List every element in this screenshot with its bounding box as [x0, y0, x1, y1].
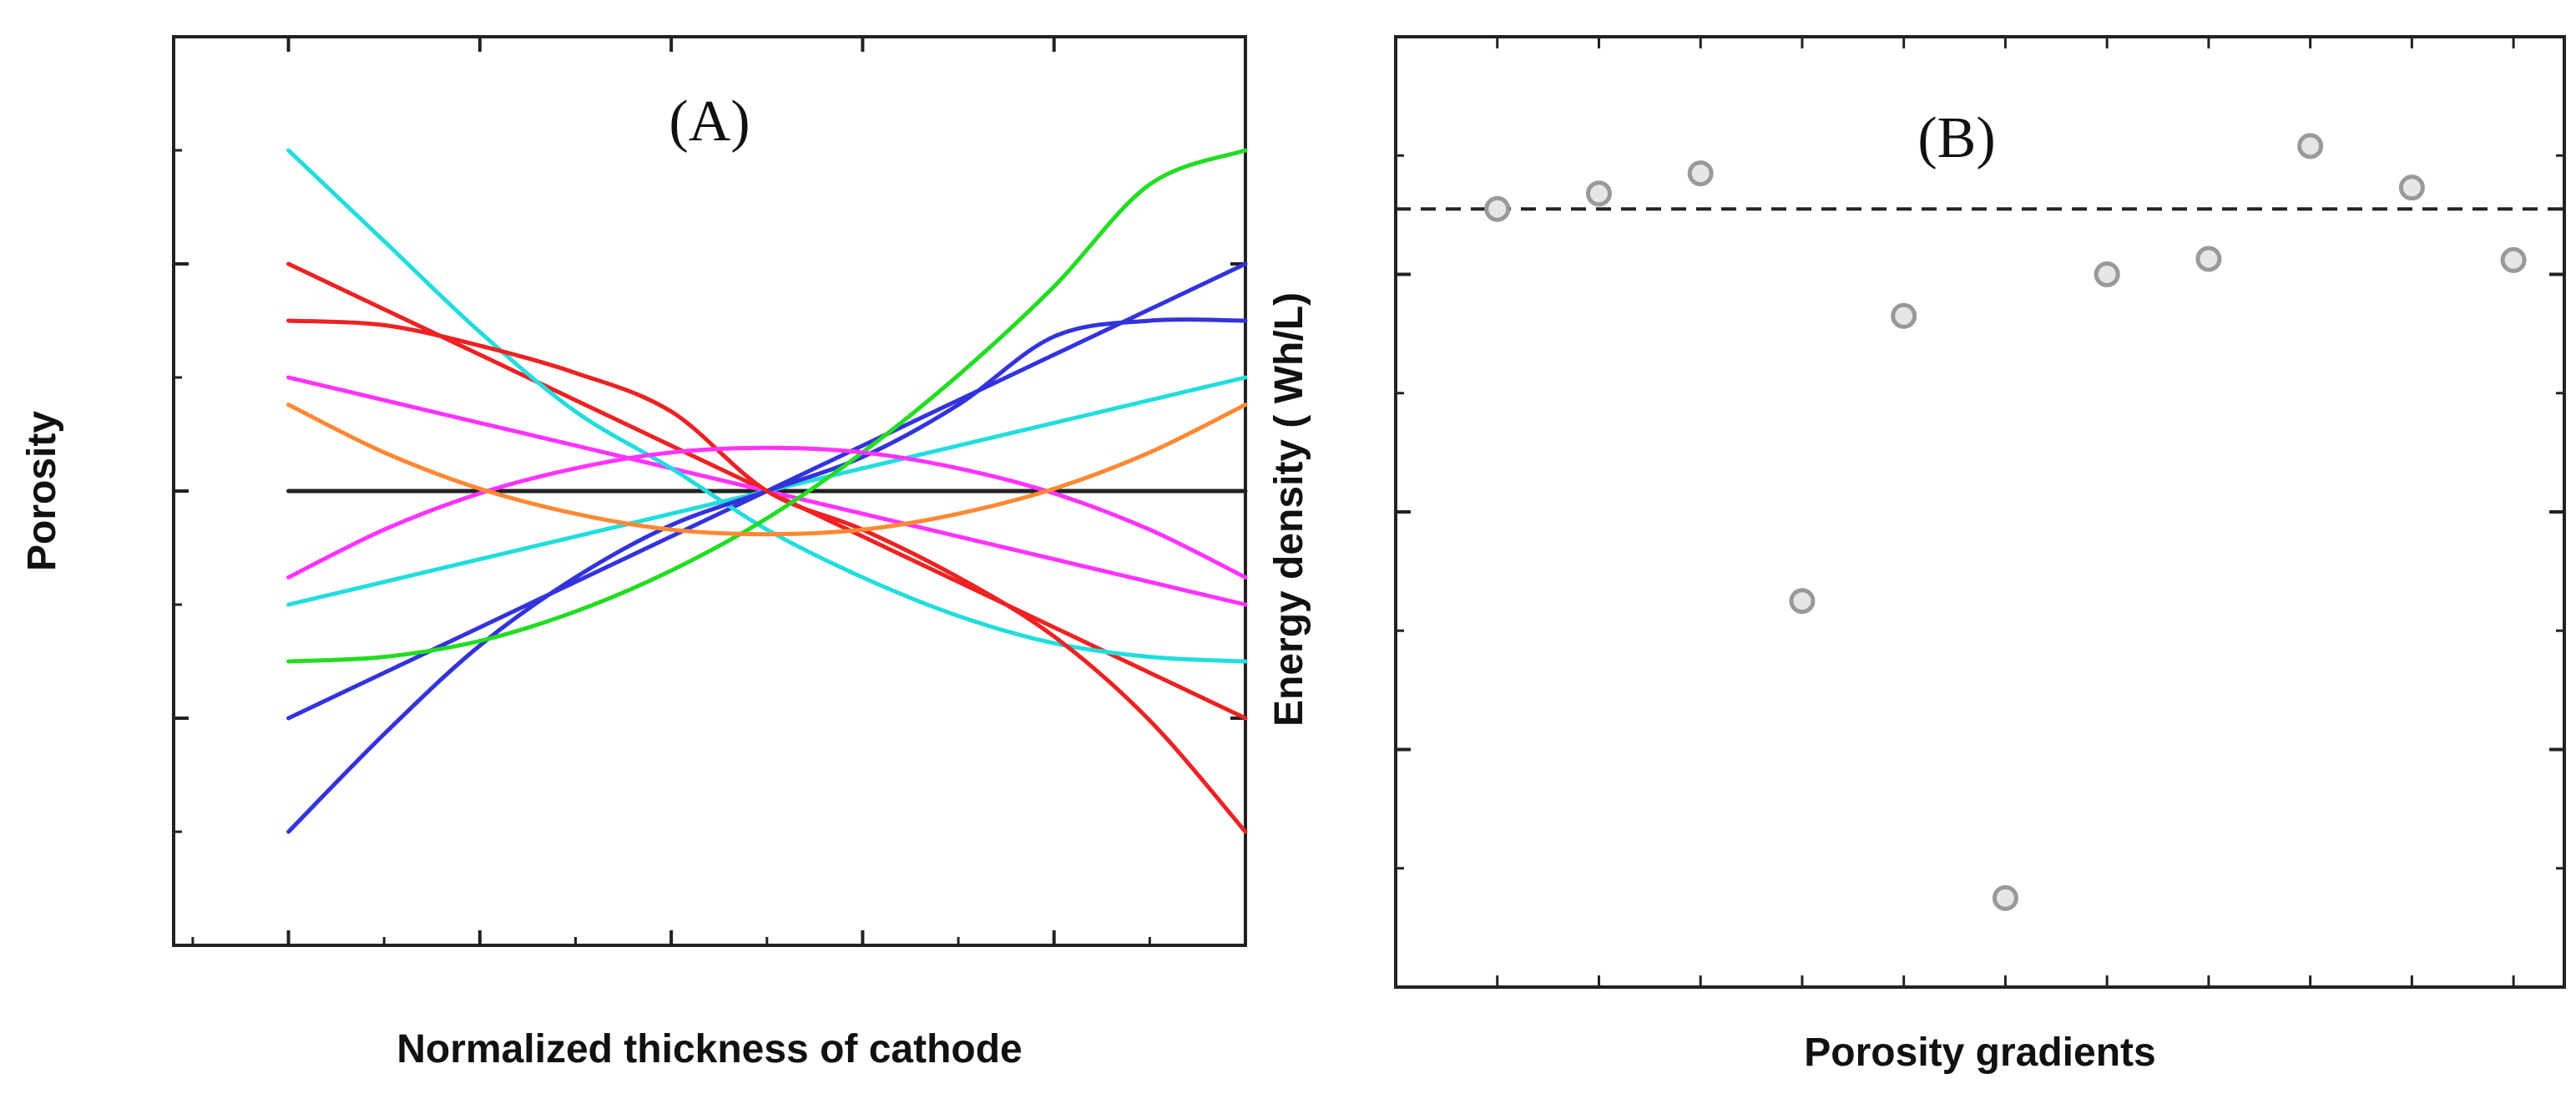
scatter-point-x: [2500, 246, 2527, 273]
panel-b-label: (B): [1917, 106, 1995, 170]
panel-b-ticks: [1396, 35, 2564, 989]
scatter-point-iii: [1789, 588, 1816, 615]
scatter-point-viii: [2297, 133, 2324, 160]
series-line-v: [286, 317, 1248, 834]
scatter-point-vi: [2094, 261, 2120, 287]
scatter-point-baseline: [1484, 195, 1511, 222]
scatter-point-v: [1992, 884, 2018, 911]
panel-a-y-axis-title: Porosity: [20, 411, 64, 571]
scatter-point-vii: [2195, 246, 2222, 272]
panel-b-plot-frame: [1394, 35, 2566, 989]
scatter-point-ii: [1687, 160, 1714, 187]
panel-b-x-axis-title: Porosity gradients: [1804, 1031, 2155, 1075]
panel-b-points: [1484, 133, 2527, 911]
series-line-x: [286, 403, 1248, 537]
scatter-point-iv: [1891, 302, 1917, 329]
panel-a-label: (A): [669, 89, 750, 154]
panel-a-porosity-profiles: (A) Normalized thickness of cathode Poro…: [20, 35, 1248, 1071]
series-line-v-red-decreasing: [286, 318, 1248, 834]
series-line-vii: [286, 148, 1248, 664]
panel-b-energy-density: (B) Porosity gradients Energy density ( …: [1267, 35, 2566, 1075]
panel-b-y-axis-title: Energy density ( Wh/L): [1267, 292, 1311, 727]
panel-a-x-axis-title: Normalized thickness of cathode: [397, 1027, 1023, 1071]
series-line-ix: [286, 445, 1248, 580]
scatter-point-ix: [2398, 175, 2425, 201]
panel-a-series: [286, 148, 1248, 834]
scatter-point-i: [1585, 180, 1612, 207]
series-line-iv-cyan-decreasing: [286, 148, 1248, 664]
